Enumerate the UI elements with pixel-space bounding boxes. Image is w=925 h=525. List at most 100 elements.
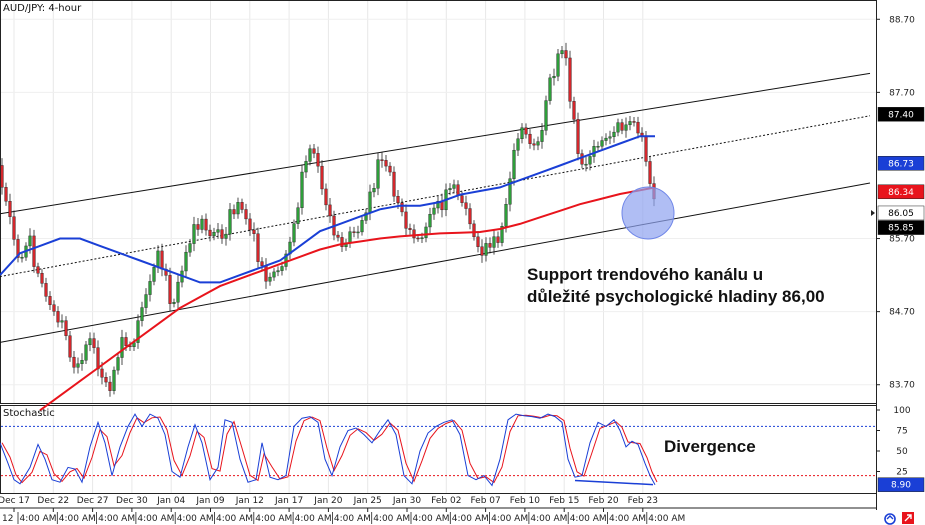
candle-down xyxy=(252,229,256,234)
candle-up xyxy=(544,100,548,131)
candle-down xyxy=(100,368,104,378)
sync-icon[interactable] xyxy=(884,513,896,525)
candle-down xyxy=(320,165,324,190)
candle-up xyxy=(140,307,144,321)
candle-down xyxy=(0,165,4,188)
candle-up xyxy=(60,320,64,323)
candle-up xyxy=(200,218,204,230)
price-tag-label: 87.40 xyxy=(888,110,914,120)
time-label: 4:00 AM xyxy=(295,514,332,524)
candle-up xyxy=(616,122,620,133)
candle-up xyxy=(156,250,160,268)
price-tick-label: 87.70 xyxy=(889,88,915,98)
candle-up xyxy=(604,137,608,141)
candle-down xyxy=(648,161,652,184)
price-tag-label: 86.34 xyxy=(888,188,914,198)
candle-down xyxy=(340,237,344,247)
candle-down xyxy=(396,195,400,204)
time-label: 4:00 AM xyxy=(59,514,96,524)
date-label: Jan 04 xyxy=(156,496,185,506)
candle-down xyxy=(204,218,208,231)
candle-up xyxy=(364,212,368,221)
candle-up xyxy=(548,77,552,101)
candle-up xyxy=(216,229,220,233)
time-label: 4:00 AM xyxy=(20,514,57,524)
price-tag-label: 85.85 xyxy=(888,224,914,234)
candle-up xyxy=(608,136,612,139)
candle-down xyxy=(388,165,392,173)
candle-up xyxy=(360,220,364,233)
candle-up xyxy=(492,236,496,248)
candle-up xyxy=(120,337,124,358)
candle-down xyxy=(496,236,500,243)
candle-down xyxy=(412,229,416,239)
candle-down xyxy=(476,236,480,247)
candle-up xyxy=(588,156,592,165)
time-label: 4:00 AM xyxy=(648,514,685,524)
stoch-tick-label: 100 xyxy=(893,406,910,416)
time-label: 4:00 AM xyxy=(413,514,450,524)
date-label: Feb 20 xyxy=(588,496,619,506)
candle-down xyxy=(524,127,528,135)
candle-up xyxy=(300,171,304,208)
candle-down xyxy=(64,320,68,336)
candle-up xyxy=(516,138,520,151)
time-label: 4:00 AM xyxy=(216,514,253,524)
expand-icon[interactable] xyxy=(902,512,914,524)
candle-up xyxy=(276,270,280,273)
candle-up xyxy=(452,184,456,189)
candle-down xyxy=(232,209,236,215)
candle-down xyxy=(472,223,476,238)
candle-up xyxy=(552,76,556,79)
candle-down xyxy=(48,296,52,305)
candle-up xyxy=(512,149,516,179)
highlight-layer xyxy=(621,186,675,240)
candle-down xyxy=(488,243,492,248)
candle-down xyxy=(404,211,408,229)
candle-down xyxy=(460,195,464,203)
chart-title: AUD/JPY: 4-hour xyxy=(3,3,82,14)
candle-down xyxy=(316,153,320,167)
price-tag-bg xyxy=(877,156,925,171)
candle-up xyxy=(520,127,524,140)
candle-up xyxy=(536,141,540,146)
candles xyxy=(0,42,656,397)
candle-up xyxy=(628,121,632,126)
candle-up xyxy=(600,140,604,147)
price-tick-label: 85.70 xyxy=(889,235,915,245)
candle-down xyxy=(328,204,332,217)
date-label: Dec 22 xyxy=(37,496,69,506)
candle-down xyxy=(16,239,20,258)
candle-up xyxy=(76,363,80,368)
candle-up xyxy=(212,232,216,237)
stoch-tick-label: 50 xyxy=(896,447,908,457)
moving-averages xyxy=(0,135,656,412)
date-label: Jan 25 xyxy=(353,496,382,506)
date-label: Feb 02 xyxy=(431,496,461,506)
candle-up xyxy=(612,131,616,137)
candle-up xyxy=(192,224,196,244)
candle-down xyxy=(480,246,484,256)
candle-down xyxy=(108,381,112,391)
candle-down xyxy=(408,228,412,230)
time-label: 4:00 AM xyxy=(491,514,528,524)
candle-down xyxy=(260,261,264,266)
candle-down xyxy=(52,304,56,312)
support-annotation-line-2: důležité psychologické hladiny 86,00 xyxy=(527,287,825,306)
date-label: Dec 30 xyxy=(116,496,148,506)
candle-down xyxy=(632,121,636,123)
price-tag-bg xyxy=(877,184,925,200)
candle-up xyxy=(424,226,428,238)
candle-down xyxy=(196,224,200,230)
date-label: Feb 23 xyxy=(628,496,658,506)
candle-down xyxy=(4,187,8,202)
candle-up xyxy=(84,344,88,361)
candle-down xyxy=(576,119,580,154)
candle-up xyxy=(172,302,176,304)
candle-down xyxy=(96,347,100,370)
price-tick-label: 84.70 xyxy=(889,308,915,318)
date-label: Jan 17 xyxy=(274,496,303,506)
date-label: Feb 10 xyxy=(510,496,541,506)
candle-down xyxy=(68,335,72,358)
